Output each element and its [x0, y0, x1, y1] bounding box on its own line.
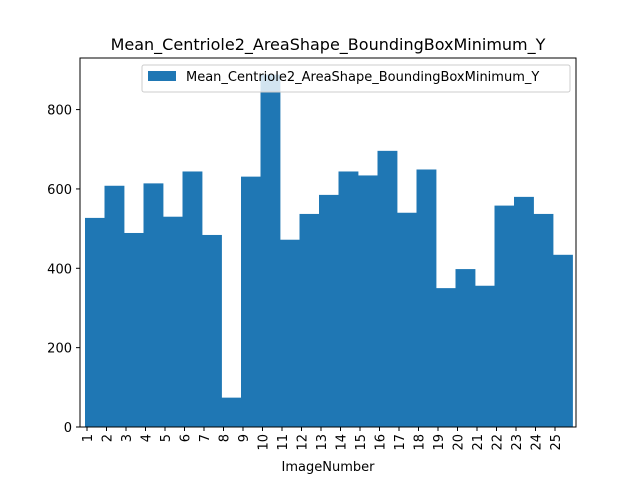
legend-entry-label: Mean_Centriole2_AreaShape_BoundingBoxMin…: [186, 70, 539, 85]
x-tick-label: 20: [452, 434, 467, 451]
bar-23: [514, 196, 534, 427]
x-tick-label: 25: [549, 434, 564, 451]
y-tick-label: 400: [47, 262, 72, 277]
x-axis-ticks: 1 2 3 4 5 6 7 8 9 10 11 12 13 14 15 16 17 18 19 20 21 22 23 24 2…: [81, 427, 564, 451]
chart-title: Mean_Centriole2_AreaShape_BoundingBoxMin…: [111, 35, 546, 55]
bar-16: [377, 150, 398, 427]
bar-25: [553, 254, 573, 427]
x-tick-label: 6: [179, 434, 194, 442]
x-tick-label: 22: [491, 434, 506, 451]
bar-7: [202, 234, 222, 427]
x-tick-label: 4: [140, 434, 155, 442]
legend-swatch: [148, 71, 176, 81]
x-tick-label: 18: [413, 434, 428, 451]
x-tick-label: 7: [198, 434, 213, 442]
bar-19: [436, 288, 456, 427]
bar-6: [182, 171, 203, 427]
x-tick-label: 23: [510, 434, 525, 451]
bar-22: [494, 205, 515, 427]
y-tick-label: 600: [47, 183, 72, 198]
bar-15: [358, 175, 378, 427]
x-tick-label: 11: [276, 434, 291, 451]
bar-9: [241, 176, 261, 427]
bar-3: [124, 232, 144, 427]
bar-5: [163, 216, 183, 427]
x-tick-label: 17: [393, 434, 408, 451]
bar-12: [299, 213, 320, 427]
y-tick-label: 200: [47, 342, 72, 357]
bar-4: [143, 183, 164, 427]
x-tick-label: 19: [432, 434, 447, 451]
bar-2: [104, 185, 125, 427]
bar-13: [319, 194, 339, 427]
bar-24: [533, 213, 554, 427]
y-axis-ticks: 0 200 400 600 800: [47, 104, 80, 436]
x-tick-label: 2: [101, 434, 116, 442]
plot-frame: [79, 57, 577, 428]
bar-1: [85, 217, 105, 427]
x-tick-label: 9: [237, 434, 252, 442]
x-tick-label: 14: [335, 434, 350, 451]
x-tick-label: 16: [374, 434, 389, 451]
x-tick-label: 24: [530, 434, 545, 451]
x-tick-label: 5: [159, 434, 174, 442]
bar-11: [280, 239, 300, 427]
x-tick-label: 15: [354, 434, 369, 451]
x-axis-label: ImageNumber: [282, 460, 376, 475]
x-tick-label: 21: [471, 434, 486, 451]
legend: Mean_Centriole2_AreaShape_BoundingBoxMin…: [141, 64, 571, 93]
bar-10: [260, 74, 281, 427]
bar-14: [338, 171, 359, 427]
x-tick-label: 12: [296, 434, 311, 451]
bar-21: [475, 285, 495, 427]
y-tick-label: 800: [47, 104, 72, 119]
bar-8: [221, 397, 242, 427]
x-tick-label: 3: [120, 434, 135, 442]
x-tick-label: 13: [315, 434, 330, 451]
x-tick-label: 1: [81, 434, 96, 442]
bar-17: [397, 212, 417, 427]
bar-20: [455, 269, 476, 427]
legend-box: [141, 64, 571, 93]
x-tick-label: 8: [218, 434, 233, 442]
bars-group: [85, 74, 573, 428]
y-tick-label: 0: [64, 421, 72, 436]
bar-18: [416, 169, 437, 428]
x-tick-label: 10: [257, 434, 272, 451]
